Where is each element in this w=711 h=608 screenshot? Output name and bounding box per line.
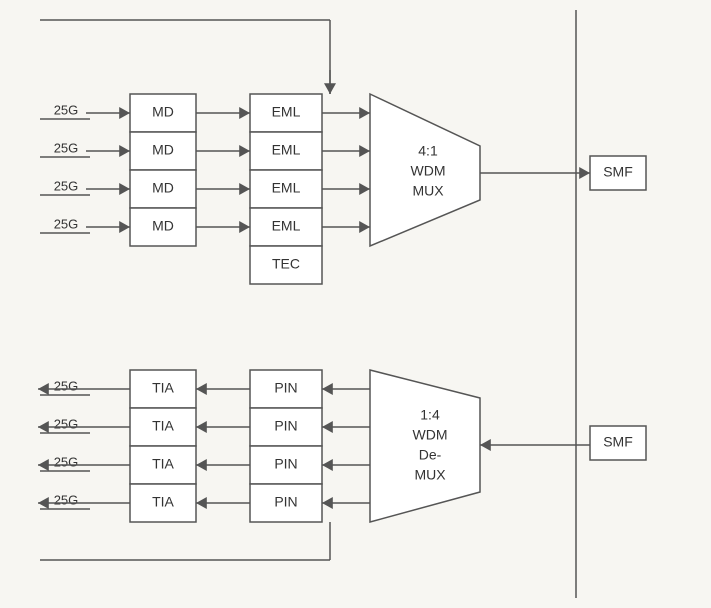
tx-input-label-3: 25G <box>54 216 79 231</box>
pin-tia-arrow-0-head <box>196 383 207 395</box>
tia-box-3-label: TIA <box>152 494 174 510</box>
rx-output-label-0: 25G <box>54 378 79 393</box>
dmux-pin-arrow-0-head <box>322 383 333 395</box>
eml-box-0-label: EML <box>272 104 301 120</box>
mux-label-1: WDM <box>411 163 446 179</box>
md-eml-arrow-0-head <box>239 107 250 119</box>
md-box-0-label: MD <box>152 104 174 120</box>
md-eml-arrow-1-head <box>239 145 250 157</box>
rx-output-label-3: 25G <box>54 492 79 507</box>
eml-mux-arrow-0-head <box>359 107 370 119</box>
mux-label-0: 4:1 <box>418 143 438 159</box>
tia-box-2-label: TIA <box>152 456 174 472</box>
smf-dmux-arrow-head <box>480 439 491 451</box>
md-box-3-label: MD <box>152 218 174 234</box>
tx-input-label-0: 25G <box>54 102 79 117</box>
md-eml-arrow-3-head <box>239 221 250 233</box>
tia-box-1-label: TIA <box>152 418 174 434</box>
rx-out-arrow-1-head <box>38 421 49 433</box>
pin-box-2-label: PIN <box>274 456 297 472</box>
md-box-1-label: MD <box>152 142 174 158</box>
tx-in-arrow-0-head <box>119 107 130 119</box>
tx-in-arrow-3-head <box>119 221 130 233</box>
pin-box-0-label: PIN <box>274 380 297 396</box>
eml-mux-arrow-2-head <box>359 183 370 195</box>
eml-mux-arrow-3-head <box>359 221 370 233</box>
pin-tia-arrow-2-head <box>196 459 207 471</box>
pin-box-3-label: PIN <box>274 494 297 510</box>
eml-box-2-label: EML <box>272 180 301 196</box>
smf-rx-box-label: SMF <box>603 434 633 450</box>
rx-out-arrow-2-head <box>38 459 49 471</box>
eml-box-3-label: EML <box>272 218 301 234</box>
md-box-2-label: MD <box>152 180 174 196</box>
demux-label-3: MUX <box>414 467 446 483</box>
top-feed-arrow-head <box>324 83 336 94</box>
wdm-transceiver-diagram: 25G 25G 25G 25G MD MD MD MD EML EML EML EML TEC 4:1 WD… <box>0 0 711 608</box>
demux-label-2: De- <box>419 447 442 463</box>
smf-tx-box-label: SMF <box>603 164 633 180</box>
tx-in-arrow-2-head <box>119 183 130 195</box>
tx-input-label-1: 25G <box>54 140 79 155</box>
demux-label-0: 1:4 <box>420 407 440 423</box>
pin-box-1-label: PIN <box>274 418 297 434</box>
demux-label-1: WDM <box>413 427 448 443</box>
rx-output-label-2: 25G <box>54 454 79 469</box>
rx-output-label-1: 25G <box>54 416 79 431</box>
mux-smf-arrow-head <box>579 167 590 179</box>
dmux-pin-arrow-2-head <box>322 459 333 471</box>
mux-label-2: MUX <box>412 183 444 199</box>
rx-out-arrow-3-head <box>38 497 49 509</box>
md-eml-arrow-2-head <box>239 183 250 195</box>
tia-box-0-label: TIA <box>152 380 174 396</box>
dmux-pin-arrow-3-head <box>322 497 333 509</box>
tx-input-label-2: 25G <box>54 178 79 193</box>
eml-mux-arrow-1-head <box>359 145 370 157</box>
pin-tia-arrow-3-head <box>196 497 207 509</box>
tx-in-arrow-1-head <box>119 145 130 157</box>
rx-out-arrow-0-head <box>38 383 49 395</box>
dmux-pin-arrow-1-head <box>322 421 333 433</box>
eml-box-1-label: EML <box>272 142 301 158</box>
pin-tia-arrow-1-head <box>196 421 207 433</box>
tec-box-label: TEC <box>272 256 300 272</box>
